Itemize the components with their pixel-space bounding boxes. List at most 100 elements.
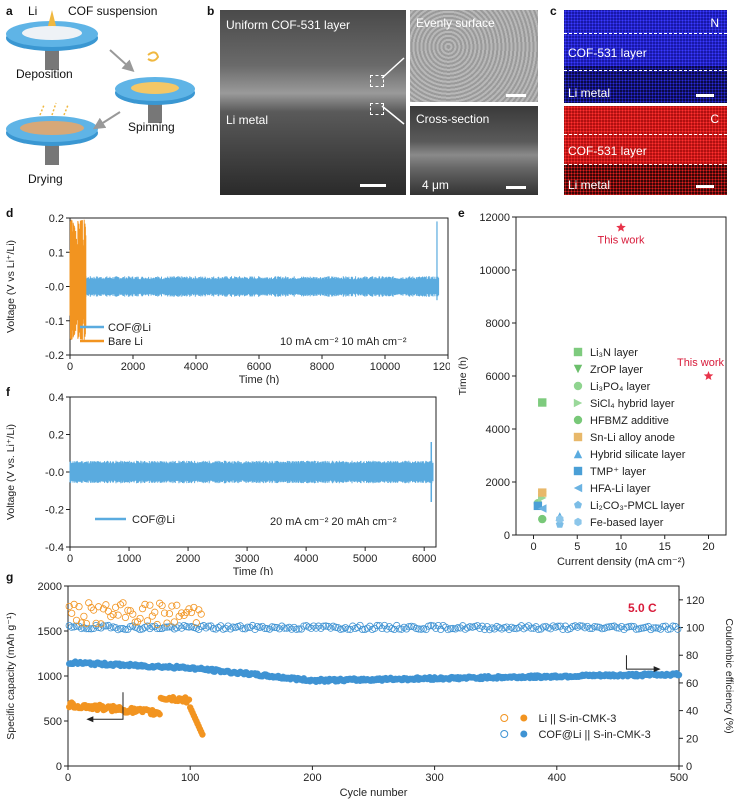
- x-tick-label: 4000: [294, 553, 318, 565]
- y-axis-label: Voltage (V vs Li⁺/Li): [5, 240, 17, 333]
- x-tick-label: 10000: [370, 361, 401, 373]
- cross-section-label: Cross-section: [416, 112, 490, 126]
- ce-point-cof: [583, 622, 591, 631]
- ce-point-cof: [178, 624, 186, 632]
- y-tick-label: -0.4: [45, 542, 64, 554]
- ce-point-cof: [410, 623, 418, 631]
- left-axis-arrowhead: [86, 716, 94, 723]
- ce-point-cof: [160, 623, 169, 631]
- capacity-point-cof: [675, 671, 683, 679]
- legend-label: COF@Li || S-in-CMK-3: [538, 729, 650, 741]
- ce-point-bare: [80, 612, 88, 620]
- ce-point-bare: [90, 606, 98, 614]
- y-tick-label: -0.1: [45, 316, 64, 328]
- ce-point-cof: [300, 622, 308, 630]
- ce-point-bare: [72, 616, 81, 624]
- c-element-label: C: [710, 112, 719, 126]
- ce-point-cof: [312, 624, 320, 632]
- ce-point-cof: [349, 622, 357, 630]
- ce-point-bare: [170, 618, 178, 626]
- ce-point-cof: [449, 624, 457, 633]
- uniform-layer-label: Uniform COF-531 layer: [226, 18, 351, 32]
- ce-point-bare: [182, 608, 191, 617]
- ce-point-bare: [148, 612, 156, 620]
- ce-point-bare: [121, 613, 130, 622]
- ce-point-bare: [156, 599, 164, 607]
- ce-point-bare: [68, 609, 76, 617]
- x-tick-label: 0: [67, 361, 73, 373]
- ce-point-bare: [124, 606, 132, 614]
- ce-point-cof: [490, 625, 499, 633]
- ce-point-cof: [124, 625, 132, 633]
- x-tick-label: 15: [659, 541, 671, 553]
- legend-marker-filled: [520, 714, 528, 722]
- x-axis-label: Current density (mA cm⁻²): [557, 556, 685, 568]
- scale-bar: [360, 184, 386, 187]
- ce-point-cof: [241, 625, 249, 633]
- ce-point-bare: [77, 619, 86, 627]
- ce-point-bare: [129, 610, 137, 618]
- ce-point-bare: [112, 603, 120, 611]
- ce-point-bare: [173, 601, 181, 609]
- ce-point-cof: [270, 623, 279, 631]
- ce-point-cof: [630, 622, 638, 631]
- y-tick-label: 10000: [479, 265, 510, 277]
- legend-label: SiCl₄ hybrid layer: [590, 398, 675, 410]
- x-tick-label: 100: [181, 772, 199, 784]
- ce-point-cof: [248, 621, 257, 630]
- ce-point-bare: [97, 620, 105, 628]
- sem-surface-image: Evenly surface: [410, 10, 538, 102]
- y-tick-label: -0.2: [45, 350, 64, 362]
- condition-annotation: 20 mA cm⁻² 20 mAh cm⁻²: [270, 516, 397, 528]
- legend-marker: [573, 381, 583, 391]
- y2-tick-label: 20: [686, 733, 698, 745]
- ce-point-cof: [586, 624, 594, 633]
- ce-point-cof: [99, 622, 108, 630]
- ce-point-cof: [591, 622, 599, 631]
- li-metal-label: Li metal: [226, 113, 269, 127]
- ce-point-cof: [446, 625, 455, 633]
- deposition-label: Deposition: [16, 67, 73, 81]
- ce-point-cof: [603, 623, 611, 631]
- y-tick-label: 8000: [486, 318, 510, 330]
- zoom-arrows: [381, 57, 405, 125]
- ce-point-cof: [439, 621, 447, 630]
- ce-point-cof: [163, 623, 171, 631]
- ce-point-cof: [649, 624, 657, 632]
- x-tick-label: 5: [574, 541, 580, 553]
- legend-label: Hybrid silicate layer: [590, 449, 686, 461]
- cof-suspension-label: COF suspension: [68, 4, 158, 18]
- y2-tick-label: 0: [686, 761, 692, 773]
- legend-label: Li₃N layer: [590, 347, 638, 359]
- ce-point-bare: [82, 619, 90, 628]
- legend-label: HFA-Li layer: [590, 483, 651, 495]
- legend-label: ZrOP layer: [590, 364, 643, 376]
- ce-point-cof: [588, 624, 596, 632]
- ce-point-bare: [143, 617, 152, 625]
- ce-point-cof: [324, 622, 332, 631]
- ce-point-cof: [476, 624, 484, 632]
- legend-marker: [573, 364, 583, 374]
- ce-point-cof: [317, 624, 325, 632]
- ce-point-bare: [158, 601, 166, 610]
- ce-point-cof: [310, 622, 318, 630]
- ce-point-cof: [485, 626, 494, 634]
- legend-label: Sn-Li alloy anode: [590, 432, 675, 444]
- ce-point-cof: [68, 623, 76, 631]
- legend-label: COF@Li: [108, 322, 151, 334]
- y-tick-label: 1000: [38, 671, 62, 683]
- legend-label: Li₃PO₄ layer: [590, 381, 651, 393]
- legend-marker: [573, 466, 583, 476]
- ce-point-bare: [119, 599, 127, 607]
- ce-point-cof: [383, 625, 391, 633]
- ce-point-cof: [363, 624, 371, 632]
- ce-point-cof: [356, 621, 364, 630]
- capacity-point-bare: [199, 731, 206, 738]
- x-tick-label: 1000: [117, 553, 141, 565]
- ce-point-cof: [539, 623, 547, 631]
- stage-drying: [6, 102, 98, 165]
- ce-point-cof: [102, 622, 110, 630]
- eds-map-c: C COF-531 layer Li metal: [564, 106, 727, 195]
- legend-label: Fe-based layer: [590, 517, 664, 529]
- ce-point-bare: [102, 601, 110, 609]
